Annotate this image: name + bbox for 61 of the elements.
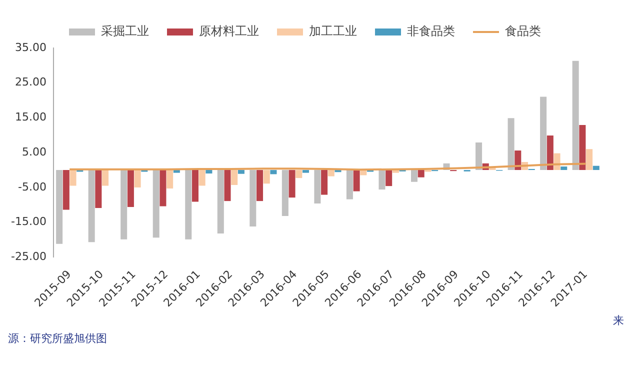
y-tick-label: 15.00 — [14, 110, 46, 124]
bar — [540, 96, 547, 170]
bar — [206, 170, 212, 174]
bar — [418, 170, 424, 178]
bar — [102, 170, 109, 186]
text: 源：研究所盛旭供图 — [8, 331, 107, 346]
bar — [328, 170, 334, 176]
legend-label: 采掘工业 — [101, 24, 149, 38]
bar — [386, 170, 392, 186]
bar — [134, 170, 141, 188]
bar — [288, 170, 296, 198]
bar — [508, 118, 514, 170]
bar — [217, 170, 224, 234]
y-tick-label: -5.00 — [18, 180, 46, 194]
bar — [256, 170, 264, 202]
legend-label: 食品类 — [505, 24, 541, 38]
bar — [127, 170, 134, 207]
bar — [224, 170, 231, 202]
bar — [152, 170, 160, 238]
bar — [231, 170, 238, 186]
bar — [263, 170, 270, 184]
bar — [282, 170, 288, 216]
bar — [314, 170, 321, 204]
bar — [120, 170, 128, 240]
legend-label: 原材料工业 — [199, 24, 259, 38]
bar — [95, 170, 102, 208]
bar — [185, 170, 192, 240]
bar — [173, 170, 180, 173]
bar — [166, 170, 174, 188]
bar — [250, 170, 256, 226]
text: 来 — [613, 313, 624, 328]
bar — [56, 170, 63, 244]
bar — [238, 170, 244, 174]
bar — [586, 149, 593, 170]
bar — [579, 125, 586, 170]
bar — [476, 142, 482, 170]
bar — [302, 170, 310, 173]
bar — [378, 170, 386, 190]
y-tick-label: 5.00 — [22, 145, 46, 158]
bar — [572, 60, 579, 170]
bar — [296, 170, 302, 178]
y-tick-label: 25.00 — [14, 76, 46, 89]
y-tick-label: -25.00 — [10, 250, 46, 264]
bar — [410, 170, 418, 182]
legend-label: 加工工业 — [309, 24, 357, 38]
y-tick-label: -15.00 — [10, 215, 46, 228]
bar — [546, 136, 554, 170]
y-tick-label: 35.00 — [14, 40, 46, 54]
bar — [560, 166, 568, 170]
bar — [592, 166, 600, 170]
bar — [192, 170, 198, 202]
bar — [160, 170, 166, 206]
bar — [353, 170, 360, 192]
bar — [70, 170, 76, 186]
bar — [346, 170, 353, 200]
bar — [88, 170, 95, 242]
bar — [321, 170, 328, 195]
bar — [270, 170, 277, 174]
bar — [62, 170, 70, 210]
bar — [198, 170, 206, 186]
legend-label: 非食品类 — [407, 24, 455, 38]
